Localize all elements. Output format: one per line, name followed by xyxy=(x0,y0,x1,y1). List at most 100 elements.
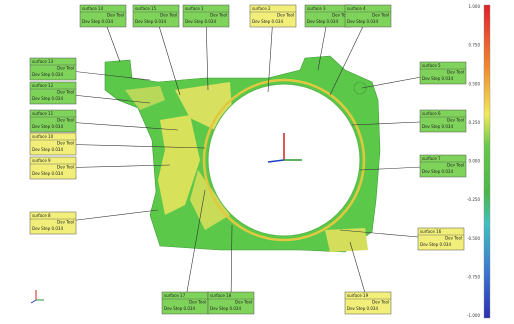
annotation-step: Dev Step 0.034 xyxy=(210,306,241,311)
annotation-box xyxy=(29,156,77,180)
annotation-tool: Dev Tool xyxy=(445,236,462,241)
annotation-step: Dev Step 0.034 xyxy=(164,306,195,311)
annotation-name: surface 1 xyxy=(185,6,204,11)
annotation-tool: Dev Tool xyxy=(235,300,252,305)
annotation-step: Dev Step 0.034 xyxy=(32,147,63,152)
annotation-name: surface 16 xyxy=(420,229,442,234)
annotation-box xyxy=(207,291,255,315)
annotation-tool: Dev Tool xyxy=(447,163,464,168)
scale-label: -0.500 xyxy=(467,236,480,241)
leader-line xyxy=(329,15,369,96)
annotation-step: Dev Step 0.034 xyxy=(32,124,63,129)
annotation-tool: Dev Tool xyxy=(447,70,464,75)
annotation-tool: Dev Tool xyxy=(57,165,74,170)
part xyxy=(30,55,381,304)
annotation-name: surface 14 xyxy=(82,6,104,11)
annotation-box xyxy=(29,81,77,105)
annotation-tool: Dev Tool xyxy=(372,300,389,305)
annotation-box xyxy=(419,154,467,178)
annotation-step: Dev Step 0.034 xyxy=(32,72,63,77)
leader-line xyxy=(155,15,181,96)
leader-line xyxy=(267,15,274,93)
annotation-name: surface 19 xyxy=(347,293,369,298)
scale-label: 0.000 xyxy=(469,159,481,164)
annotation-step: Dev Step 0.034 xyxy=(135,19,166,24)
annotation-step: Dev Step 0.034 xyxy=(422,169,453,174)
annotation-box xyxy=(132,4,180,28)
annotation-box xyxy=(419,61,467,85)
annotation-name: surface 5 xyxy=(422,63,441,68)
annotation-step: Dev Step 0.034 xyxy=(32,96,63,101)
annotation-box xyxy=(29,109,77,133)
scale-label: 1.000 xyxy=(469,4,481,9)
annotation-tool: Dev Tool xyxy=(57,90,74,95)
scale-label: 0.750 xyxy=(469,43,481,48)
annotation-box xyxy=(29,211,77,235)
annotation-tool: Dev Tool xyxy=(57,118,74,123)
annotation-name: surface 7 xyxy=(422,156,441,161)
annotation-name: surface 10 xyxy=(32,134,54,139)
annotation-box xyxy=(29,132,77,156)
annotation-tool: Dev Tool xyxy=(332,13,349,18)
scale-label: -1.000 xyxy=(467,313,480,318)
annotation-tool: Dev Tool xyxy=(277,13,294,18)
annotation-box xyxy=(344,291,392,315)
leader-line xyxy=(205,15,209,91)
annotation-name: surface 9 xyxy=(32,158,51,163)
annotation-box xyxy=(419,109,467,133)
annotation-step: Dev Step 0.034 xyxy=(32,171,63,176)
annotation-name: surface 13 xyxy=(32,59,54,64)
annotation-tool: Dev Tool xyxy=(189,300,206,305)
annotation-name: surface 17 xyxy=(164,293,186,298)
annotation-step: Dev Step 0.034 xyxy=(307,19,338,24)
annotation-box xyxy=(417,227,465,251)
leader-line xyxy=(52,143,206,149)
annotation-step: Dev Step 0.034 xyxy=(347,19,378,24)
color-scale xyxy=(483,4,491,319)
annotation-tool: Dev Tool xyxy=(57,220,74,225)
annotation-step: Dev Step 0.034 xyxy=(32,226,63,231)
annotation-name: surface 2 xyxy=(252,6,271,11)
annotation-box xyxy=(29,57,77,81)
annotation-step: Dev Step 0.034 xyxy=(82,19,113,24)
scale-label: -0.250 xyxy=(467,197,480,202)
annotation-tool: Dev Tool xyxy=(160,13,177,18)
scale-label: 0.500 xyxy=(469,81,481,86)
annotation-name: surface 18 xyxy=(210,293,232,298)
annotation-name: surface 3 xyxy=(307,6,326,11)
scale-label: 0.250 xyxy=(469,120,481,125)
leader-line xyxy=(230,224,233,304)
annotation-step: Dev Step 0.034 xyxy=(347,306,378,311)
annotation-box xyxy=(182,4,230,28)
annotation-step: Dev Step 0.034 xyxy=(252,19,283,24)
annotation-tool: Dev Tool xyxy=(107,13,124,18)
annotation-box xyxy=(249,4,297,28)
annotation-step: Dev Step 0.034 xyxy=(422,76,453,81)
annotation-tool: Dev Tool xyxy=(372,13,389,18)
annotation-name: surface 12 xyxy=(32,83,54,88)
annotation-tool: Dev Tool xyxy=(447,118,464,123)
annotation-tool: Dev Tool xyxy=(210,13,227,18)
annotation-name: surface 8 xyxy=(32,213,51,218)
annotation-name: surface 15 xyxy=(135,6,157,11)
leader-line xyxy=(184,189,206,304)
annotation-tool: Dev Tool xyxy=(57,141,74,146)
annotation-step: Dev Step 0.034 xyxy=(422,124,453,129)
